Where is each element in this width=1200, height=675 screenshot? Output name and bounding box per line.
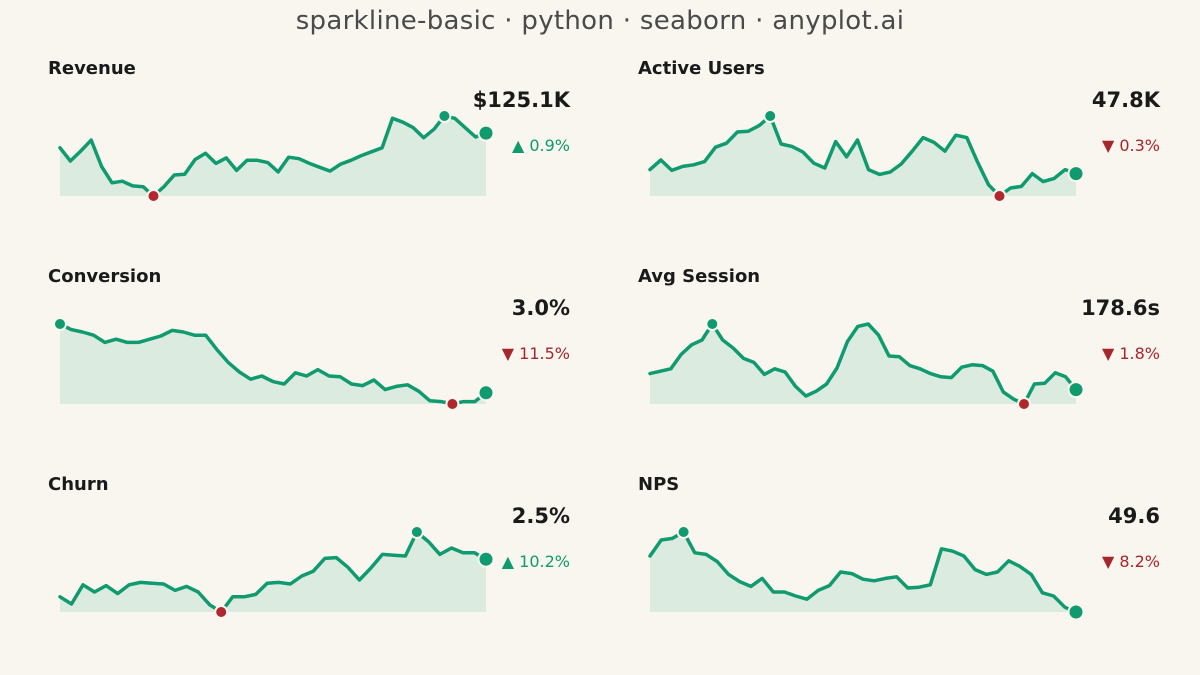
sparkline-line xyxy=(58,114,488,198)
sparkline-area xyxy=(60,532,486,612)
last-point-marker xyxy=(477,124,495,142)
panel-value: 47.8K xyxy=(1091,88,1160,112)
sparkline-panel-nps: NPS 49.6 ▼ 8.2% xyxy=(638,470,1178,660)
last-point-marker xyxy=(1067,381,1085,399)
panel-label: Revenue xyxy=(48,58,136,79)
panel-label: Conversion xyxy=(48,266,162,287)
sparkline-chart xyxy=(58,525,495,619)
sparkline-panel-churn: Churn 2.5% ▲ 10.2% xyxy=(48,470,588,660)
max-point-marker xyxy=(437,109,452,123)
last-point-marker xyxy=(1067,603,1085,621)
min-point-marker xyxy=(445,397,460,411)
min-point-marker xyxy=(146,189,161,203)
sparkline-panel-revenue: Revenue $125.1K ▲ 0.9% xyxy=(48,54,588,244)
sparkline-area xyxy=(60,324,486,404)
sparkline-area xyxy=(60,116,486,196)
sparkline-chart xyxy=(648,525,1085,621)
sparkline-chart xyxy=(58,109,495,203)
sparkline-area xyxy=(650,324,1076,404)
panel-change: ▲ 10.2% xyxy=(501,552,570,571)
last-point-marker xyxy=(477,384,495,402)
min-point-marker xyxy=(1017,397,1031,411)
max-point-marker xyxy=(705,317,720,331)
max-point-marker xyxy=(676,525,691,539)
sparkline-chart xyxy=(53,317,495,411)
sparkline-panel-conversion: Conversion 3.0% ▼ 11.5% xyxy=(48,262,588,452)
panel-label: NPS xyxy=(638,474,680,495)
sparkline-panel-active-users: Active Users 47.8K ▼ 0.3% xyxy=(638,54,1178,244)
last-point-marker xyxy=(1067,165,1085,183)
sparkline-line xyxy=(58,322,488,406)
panel-change: ▼ 0.3% xyxy=(1101,136,1160,155)
panel-label: Avg Session xyxy=(638,266,761,287)
sparkline-area xyxy=(650,532,1076,612)
sparkline-chart xyxy=(648,317,1085,411)
panel-change: ▼ 1.8% xyxy=(1101,344,1160,363)
panel-value: $125.1K xyxy=(472,88,570,112)
panel-value: 49.6 xyxy=(1108,504,1160,528)
max-point-marker xyxy=(409,525,424,539)
panel-label: Churn xyxy=(48,474,109,495)
sparkline-chart xyxy=(648,109,1085,203)
panel-change: ▼ 8.2% xyxy=(1101,552,1160,571)
max-point-marker xyxy=(763,109,778,123)
panel-label: Active Users xyxy=(638,58,765,79)
chart-title: sparkline-basic · python · seaborn · any… xyxy=(295,6,905,36)
min-point-marker xyxy=(214,605,229,619)
panel-value: 3.0% xyxy=(511,296,570,320)
last-point-marker xyxy=(477,550,495,568)
panel-value: 2.5% xyxy=(511,504,570,528)
panel-change: ▼ 11.5% xyxy=(501,344,570,363)
sparkline-line xyxy=(648,322,1078,406)
panel-change: ▲ 0.9% xyxy=(511,136,570,155)
panel-value: 178.6s xyxy=(1081,296,1160,320)
min-point-marker xyxy=(992,189,1007,203)
sparkline-line xyxy=(648,530,1078,614)
sparkline-panel-avg-session: Avg Session 178.6s ▼ 1.8% xyxy=(638,262,1178,452)
max-point-marker xyxy=(53,317,67,331)
